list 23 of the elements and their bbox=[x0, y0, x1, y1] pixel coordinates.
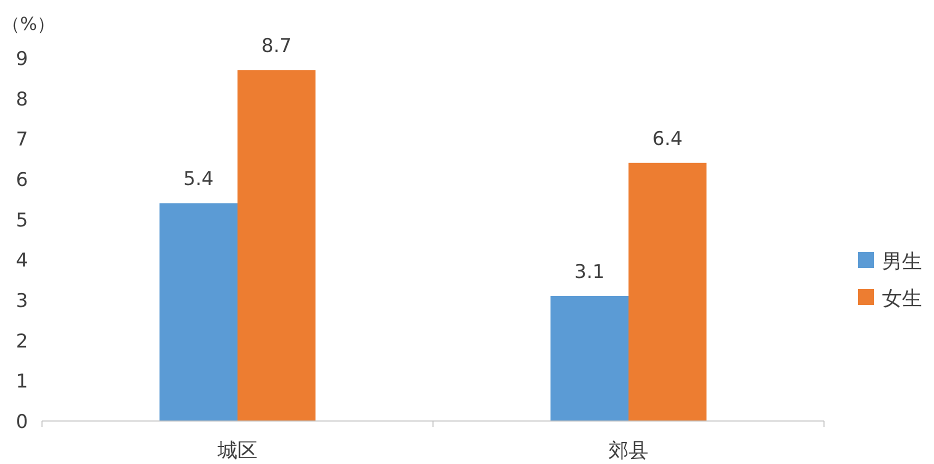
bar bbox=[550, 296, 628, 421]
data-label: 8.7 bbox=[261, 35, 292, 58]
x-tick-label: 郊县 bbox=[608, 438, 648, 462]
bar bbox=[628, 162, 706, 421]
x-tick-label: 城区 bbox=[216, 438, 258, 462]
bar bbox=[160, 203, 238, 421]
y-tick-label: 7 bbox=[16, 128, 28, 151]
bar bbox=[238, 70, 316, 421]
y-tick-label: 0 bbox=[16, 411, 28, 433]
y-tick-label: 3 bbox=[16, 290, 28, 312]
data-label: 6.4 bbox=[652, 128, 683, 150]
y-tick-label: 5 bbox=[16, 209, 28, 232]
y-tick-label: 1 bbox=[16, 370, 28, 393]
y-tick-label: 2 bbox=[16, 330, 28, 352]
legend-label: 女生 bbox=[882, 286, 922, 310]
y-tick-label: 6 bbox=[16, 169, 28, 191]
y-tick-label: 4 bbox=[16, 250, 28, 272]
data-label: 3.1 bbox=[574, 260, 605, 283]
y-axis-title: （%） bbox=[2, 14, 56, 35]
y-tick-label: 8 bbox=[16, 88, 28, 110]
legend-label: 男生 bbox=[882, 249, 922, 273]
y-tick-label: 9 bbox=[16, 48, 28, 70]
data-label: 5.4 bbox=[183, 168, 214, 190]
